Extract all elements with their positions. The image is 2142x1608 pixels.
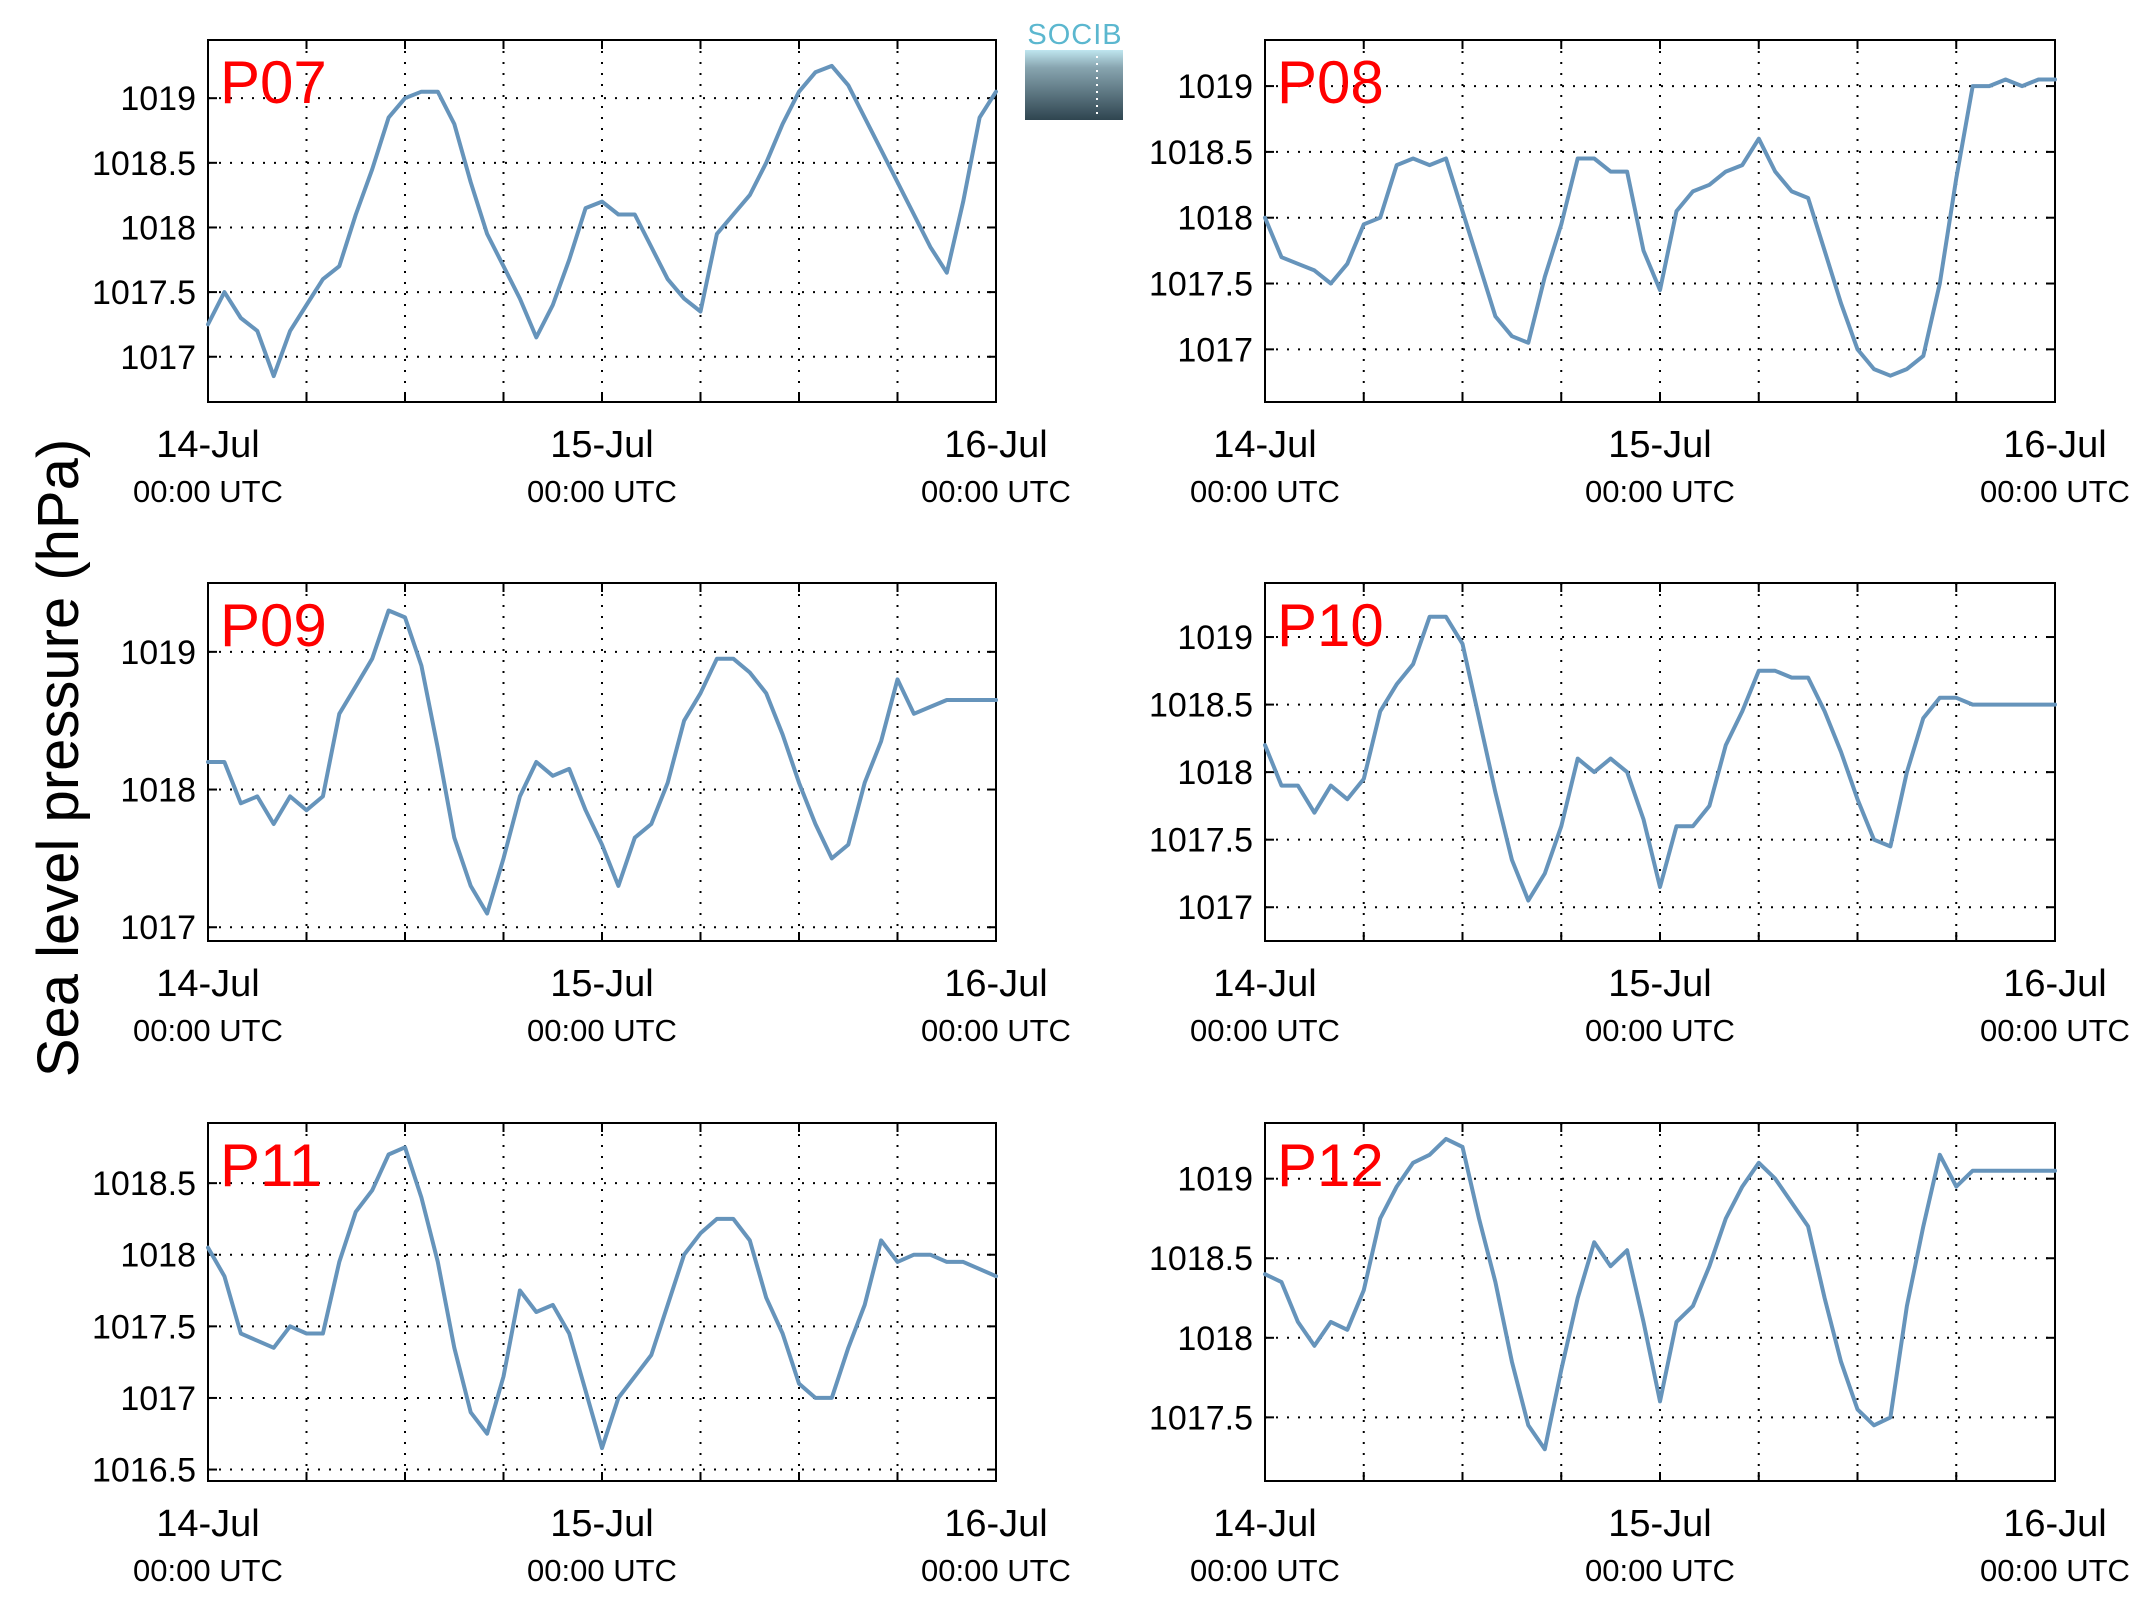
y-tick-label: 1019: [1177, 1161, 1253, 1199]
socib-logo-mark: [1025, 50, 1123, 120]
panel-title-p07: P07: [220, 49, 327, 116]
x-tick-time-label: 00:00 UTC: [1585, 1013, 1735, 1048]
x-tick-time-label: 00:00 UTC: [921, 1013, 1071, 1048]
x-tick-date-label: 14-Jul: [1213, 1503, 1317, 1545]
y-tick-label: 1017.5: [1149, 1399, 1253, 1437]
panel-title-p08: P08: [1277, 49, 1384, 116]
series-line-p12: [1263, 1136, 2057, 1452]
x-tick-time-label: 00:00 UTC: [1980, 1013, 2130, 1048]
y-tick-label: 1019: [1177, 68, 1253, 106]
chart-panel-p10: 1017 1017.5 1018 1018.5 1019 14-Jul 00:00 UTC 1…: [1149, 582, 2130, 1048]
x-tick-date-label: 16-Jul: [944, 963, 1048, 1005]
x-tick-date-label: 16-Jul: [2003, 1503, 2107, 1545]
x-tick-date-label: 15-Jul: [1608, 424, 1712, 466]
x-tick-date-label: 14-Jul: [156, 424, 260, 466]
y-tick-label: 1017.5: [1149, 822, 1253, 860]
y-tick-label: 1018.5: [1149, 1240, 1253, 1278]
panel-title-p12: P12: [1277, 1132, 1384, 1199]
x-tick-date-label: 15-Jul: [1608, 1503, 1712, 1545]
x-tick-date-label: 15-Jul: [550, 963, 654, 1005]
series-line-p09: [206, 608, 998, 916]
y-tick-label: 1018.5: [92, 145, 196, 183]
series-line-p08: [1263, 77, 2057, 378]
panel-title-p11: P11: [220, 1132, 322, 1199]
y-tick-label: 1017.5: [1149, 266, 1253, 304]
chart-panel-p12: 1017.5 1018 1018.5 1019 14-Jul 00:00 UTC 15-Ju…: [1149, 1122, 2130, 1588]
x-tick-time-label: 00:00 UTC: [1980, 474, 2130, 509]
panel-title-p10: P10: [1277, 592, 1384, 659]
y-tick-label: 1017.5: [92, 274, 196, 312]
x-tick-date-label: 16-Jul: [944, 424, 1048, 466]
x-tick-time-label: 00:00 UTC: [527, 474, 677, 509]
y-tick-label: 1019: [1177, 619, 1253, 657]
y-tick-label: 1018: [120, 209, 196, 247]
x-tick-time-label: 00:00 UTC: [133, 474, 283, 509]
y-tick-label: 1017: [1177, 331, 1253, 369]
y-tick-label: 1017: [120, 909, 196, 947]
x-tick-time-label: 00:00 UTC: [1190, 1013, 1340, 1048]
chart-panel-p11: 1016.5 1017 1017.5 1018 1018.5 14-Jul 00:00 UT…: [92, 1122, 1071, 1588]
x-tick-time-label: 00:00 UTC: [1190, 474, 1340, 509]
x-tick-time-label: 00:00 UTC: [1980, 1553, 2130, 1588]
y-tick-label: 1018: [120, 1237, 196, 1275]
y-tick-label: 1019: [120, 80, 196, 118]
y-tick-label: 1017: [120, 339, 196, 377]
y-tick-label: 1017.5: [92, 1308, 196, 1346]
y-tick-label: 1018.5: [1149, 134, 1253, 172]
series-line-p07: [206, 63, 998, 379]
x-tick-time-label: 00:00 UTC: [921, 1553, 1071, 1588]
x-tick-date-label: 16-Jul: [944, 1503, 1048, 1545]
y-tick-label: 1017: [120, 1380, 196, 1418]
y-tick-label: 1016.5: [92, 1452, 196, 1490]
x-tick-date-label: 14-Jul: [156, 1503, 260, 1545]
x-tick-date-label: 15-Jul: [1608, 963, 1712, 1005]
x-tick-date-label: 16-Jul: [2003, 424, 2107, 466]
x-tick-time-label: 00:00 UTC: [921, 474, 1071, 509]
x-tick-date-label: 14-Jul: [156, 963, 260, 1005]
panel-title-p09: P09: [220, 592, 327, 659]
x-tick-time-label: 00:00 UTC: [1190, 1553, 1340, 1588]
x-tick-time-label: 00:00 UTC: [133, 1553, 283, 1588]
x-tick-date-label: 15-Jul: [550, 1503, 654, 1545]
y-tick-label: 1018: [1177, 200, 1253, 238]
x-tick-date-label: 14-Jul: [1213, 963, 1317, 1005]
x-tick-time-label: 00:00 UTC: [1585, 474, 1735, 509]
x-tick-time-label: 00:00 UTC: [527, 1013, 677, 1048]
x-tick-time-label: 00:00 UTC: [527, 1553, 677, 1588]
y-tick-label: 1018: [1177, 1320, 1253, 1358]
x-tick-time-label: 00:00 UTC: [1585, 1553, 1735, 1588]
y-tick-label: 1018.5: [92, 1165, 196, 1203]
x-tick-date-label: 15-Jul: [550, 424, 654, 466]
y-tick-label: 1019: [120, 634, 196, 672]
y-tick-label: 1017: [1177, 889, 1253, 927]
x-tick-date-label: 16-Jul: [2003, 963, 2107, 1005]
y-tick-label: 1018: [120, 772, 196, 810]
chart-panel-p09: 1017 1018 1019 14-Jul 00:00 UTC 15-Jul 00:00 U…: [120, 582, 1071, 1048]
x-tick-date-label: 14-Jul: [1213, 424, 1317, 466]
socib-logo-text: SOCIB: [1027, 19, 1122, 51]
series-line-p10: [1263, 614, 2057, 903]
series-line-p11: [206, 1145, 998, 1451]
y-tick-label: 1018.5: [1149, 687, 1253, 725]
chart-panel-p08: 1017 1017.5 1018 1018.5 1019 14-Jul 00:00 UTC 1…: [1149, 39, 2130, 509]
chart-panel-p07: 1017 1017.5 1018 1018.5 1019 14-Jul 00:00 UTC 1…: [92, 39, 1071, 509]
x-tick-time-label: 00:00 UTC: [133, 1013, 283, 1048]
y-axis-label: Sea level pressure (hPa): [26, 439, 91, 1077]
socib-logo: SOCIB: [1025, 19, 1123, 120]
y-tick-label: 1018: [1177, 754, 1253, 792]
